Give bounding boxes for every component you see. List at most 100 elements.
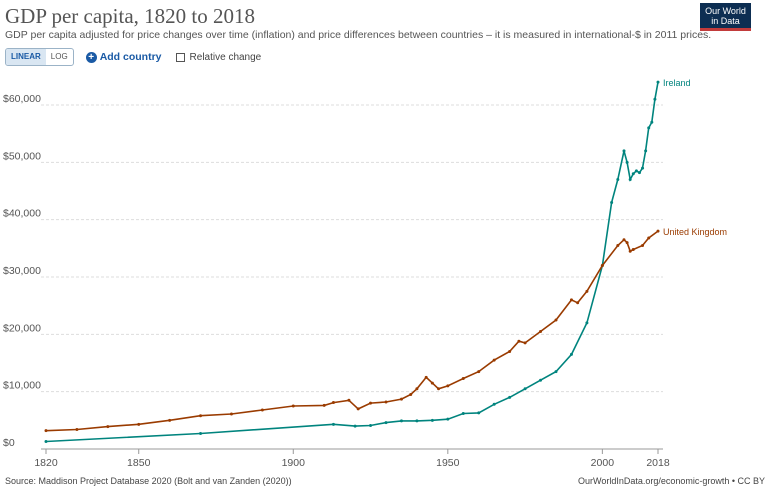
y-tick-label: $0 [3,437,15,449]
data-point [656,80,660,84]
data-point [585,289,589,293]
linear-scale-button[interactable]: LINEAR [6,49,46,65]
data-point [331,422,335,426]
data-point [356,407,360,411]
series-line-united-kingdom [45,230,659,432]
data-point [229,412,233,416]
data-point [600,264,604,268]
chart-controls: LINEAR LOG + Add country Relative change [5,48,261,66]
data-point [461,411,465,415]
data-point [168,418,172,422]
data-point [477,411,481,415]
add-country-label: Add country [99,51,162,63]
data-point [616,243,620,247]
data-point [424,375,428,379]
data-point [647,126,651,130]
scale-toggle: LINEAR LOG [5,48,74,66]
data-point [585,321,589,325]
data-point [331,401,335,405]
data-point [322,403,326,407]
logo-line-1: Our World [705,6,746,16]
grid-layer [41,104,663,450]
x-tick-label: 1850 [127,457,151,469]
plus-icon: + [85,51,97,63]
data-point [517,339,521,343]
data-point [446,417,450,421]
relative-change-checkbox[interactable] [175,52,185,62]
chart-title: GDP per capita, 1820 to 2018 [5,4,256,28]
data-point [291,404,295,408]
owid-logo[interactable]: Our World in Data [700,3,751,31]
data-point [631,247,635,251]
log-scale-button[interactable]: LOG [50,52,68,61]
relative-change-label: Relative change [189,51,262,63]
series-label: Ireland [663,78,691,88]
data-point [199,432,203,436]
data-point [369,423,373,427]
data-point [569,352,573,356]
data-point [647,236,651,240]
data-point [641,166,645,170]
data-point [446,384,450,388]
data-point [554,318,558,322]
data-point [656,229,660,233]
data-point [576,301,580,305]
data-point [347,398,351,402]
y-tick-label: $20,000 [3,322,41,334]
footer-link[interactable]: OurWorldInData.org/economic-growth • CC … [578,476,766,486]
y-tick-label: $30,000 [3,265,41,277]
add-country-button[interactable]: + Add country [85,51,162,63]
data-point [508,395,512,399]
data-point [641,243,645,247]
data-point [650,120,654,124]
data-point [554,370,558,374]
y-tick-label: $50,000 [3,150,41,162]
data-point [399,397,403,401]
data-point [622,149,626,153]
data-point [430,381,434,385]
x-tick-label: 2018 [646,457,670,469]
data-point [625,241,629,245]
logo-line-2: in Data [711,16,740,26]
x-tick-label: 2000 [591,457,615,469]
source-note: Source: Maddison Project Database 2020 (… [5,476,292,486]
data-point [137,422,141,426]
data-point [523,341,527,345]
data-point [508,350,512,354]
data-point [384,400,388,404]
data-point [634,169,638,173]
data-point [637,171,641,175]
label-layer: Ireland United Kingdom [663,78,727,237]
data-point [628,178,632,182]
data-point [622,238,626,242]
y-tick-label: $10,000 [3,380,41,392]
data-point [616,178,620,182]
x-tick-label: 1950 [436,457,460,469]
data-point [415,419,419,423]
data-point [415,387,419,391]
data-point [653,97,657,101]
x-tick-label: 1820 [34,457,58,469]
data-point [625,160,629,164]
x-tick-label: 1900 [282,457,306,469]
data-point [409,393,413,397]
series-label: United Kingdom [663,227,727,237]
data-point [539,378,543,382]
relative-change-toggle[interactable]: Relative change [175,51,262,63]
data-point [492,402,496,406]
data-point [461,376,465,380]
data-point [631,172,635,176]
data-point [628,249,632,253]
data-point [437,387,441,391]
data-point [44,429,48,433]
data-point [199,414,203,418]
data-point [75,428,79,432]
data-point [539,329,543,333]
data-point [569,298,573,302]
data-point [523,387,527,391]
data-point [477,370,481,374]
data-point [610,200,614,204]
data-point [430,418,434,422]
data-point [44,440,48,444]
